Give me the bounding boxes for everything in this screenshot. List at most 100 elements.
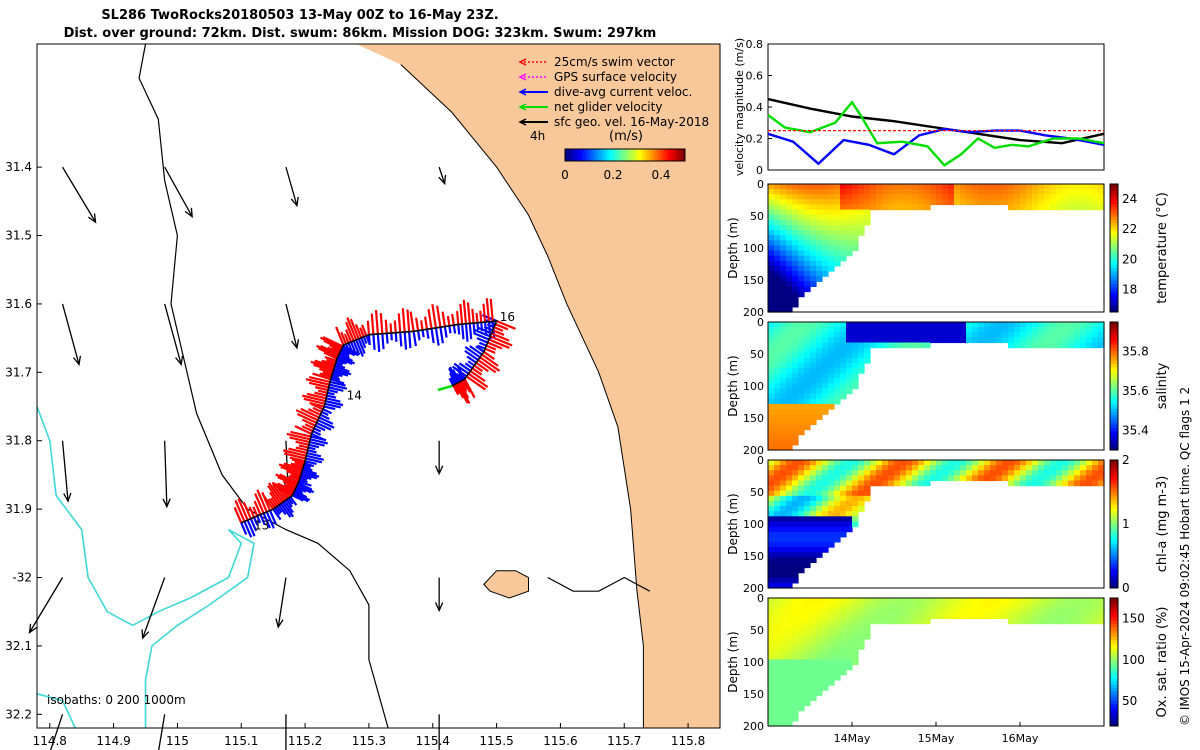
colorbar-cell	[1110, 228, 1118, 233]
colorbar-cell	[1110, 357, 1118, 361]
heatmap-cell	[774, 219, 781, 226]
heatmap-cell	[888, 470, 895, 476]
panel-frame	[767, 459, 1105, 589]
colorbar-cell	[585, 149, 588, 161]
vector-line	[448, 366, 460, 384]
heatmap-cell	[804, 547, 811, 553]
heatmap-cell	[936, 465, 943, 471]
heatmap-cell	[1038, 470, 1045, 476]
heatmap-cell	[846, 347, 853, 354]
legend-arrow	[518, 58, 527, 66]
heatmap-cell	[828, 460, 835, 466]
heatmap-cell	[792, 664, 799, 671]
heatmap-cell	[852, 230, 859, 236]
heatmap-cell	[828, 511, 835, 517]
colorbar-cell	[609, 149, 612, 161]
heatmap-cell	[1056, 322, 1063, 328]
heatmap-cell	[978, 460, 985, 466]
heatmap-cell	[792, 669, 799, 676]
heatmap-cell	[780, 644, 787, 650]
heatmap-cell	[792, 623, 799, 630]
colorbar-label: salinity	[1155, 362, 1170, 409]
heatmap-cell	[810, 378, 817, 385]
colorbar-cell	[1110, 581, 1118, 586]
heatmap-cell	[798, 690, 805, 696]
heatmap-cell	[882, 603, 889, 609]
heatmap-cell	[1014, 322, 1021, 328]
heatmap-cell	[852, 357, 859, 364]
heatmap-cell	[876, 199, 883, 206]
heatmap-cell	[786, 199, 793, 206]
heatmap-cell	[774, 398, 781, 405]
heatmap-cell	[816, 552, 823, 558]
heatmap-cell	[804, 623, 811, 630]
vector-line	[301, 425, 314, 433]
heatmap-cell	[810, 271, 817, 277]
heatmap-cell	[876, 470, 883, 476]
heatmap-cell	[798, 485, 805, 492]
heatmap-cell	[864, 337, 871, 344]
heatmap-cell	[846, 506, 853, 512]
vector-line	[308, 375, 331, 383]
vector-line	[337, 354, 356, 365]
y-tick-label: 31.9	[5, 502, 32, 516]
heatmap-cell	[858, 219, 865, 226]
heatmap-cell	[1050, 608, 1057, 614]
vector-line	[317, 389, 328, 394]
vector-line	[443, 326, 448, 338]
heatmap-cell	[888, 608, 895, 614]
heatmap-cell	[834, 628, 841, 635]
heatmap-cell	[852, 245, 859, 252]
heatmap-cell	[786, 577, 793, 584]
geo-vel-shaft	[142, 577, 166, 639]
heatmap-cell	[924, 199, 931, 206]
colorbar-cell	[1110, 379, 1118, 384]
vector-line	[277, 475, 298, 487]
heatmap-cell	[834, 219, 841, 226]
heatmap-cell	[786, 439, 793, 446]
heatmap-cell	[1068, 608, 1075, 614]
heatmap-cell	[876, 204, 883, 211]
heatmap-cell	[828, 383, 835, 390]
vector-line	[295, 486, 307, 493]
heatmap-cell	[774, 240, 781, 247]
heatmap-cell	[1068, 603, 1075, 609]
heatmap-cell	[792, 439, 799, 446]
heatmap-cell	[792, 219, 799, 226]
heatmap-cell	[792, 332, 799, 338]
heatmap-cell	[918, 603, 925, 609]
vector-line	[311, 432, 325, 441]
panel-bg	[768, 322, 1104, 450]
vector-line	[469, 370, 486, 383]
heatmap-cell	[774, 301, 781, 308]
heatmap-cell	[786, 572, 793, 579]
heatmap-cell	[804, 255, 811, 262]
heatmap-cell	[786, 235, 793, 241]
heatmap-cell	[774, 250, 781, 257]
heatmap-cell	[972, 613, 979, 620]
heatmap-cell	[912, 465, 919, 471]
heatmap-cell	[852, 362, 859, 369]
heatmap-cell	[924, 608, 931, 614]
heatmap-cell	[786, 669, 793, 676]
heatmap-cell	[978, 184, 985, 190]
heatmap-cell	[858, 194, 865, 200]
vector-line	[281, 501, 295, 518]
vector-line	[287, 497, 294, 505]
heatmap-cell	[1044, 204, 1051, 211]
heatmap-cell	[768, 296, 775, 303]
heatmap-cell	[816, 250, 823, 257]
heatmap-cell	[810, 690, 817, 696]
heatmap-cell	[792, 577, 799, 584]
colorbar-cell	[1110, 212, 1118, 217]
vector-line	[427, 308, 433, 329]
colorbar-tick: 150	[1122, 612, 1145, 626]
heatmap-cell	[810, 531, 817, 538]
vector-line	[322, 408, 332, 415]
heatmap-cell	[1026, 342, 1033, 349]
colorbar-cell	[1110, 556, 1118, 560]
colorbar-frame	[1109, 183, 1119, 313]
vector-line	[473, 332, 490, 341]
vector-line	[465, 375, 486, 391]
heatmap-cell	[1020, 199, 1027, 206]
